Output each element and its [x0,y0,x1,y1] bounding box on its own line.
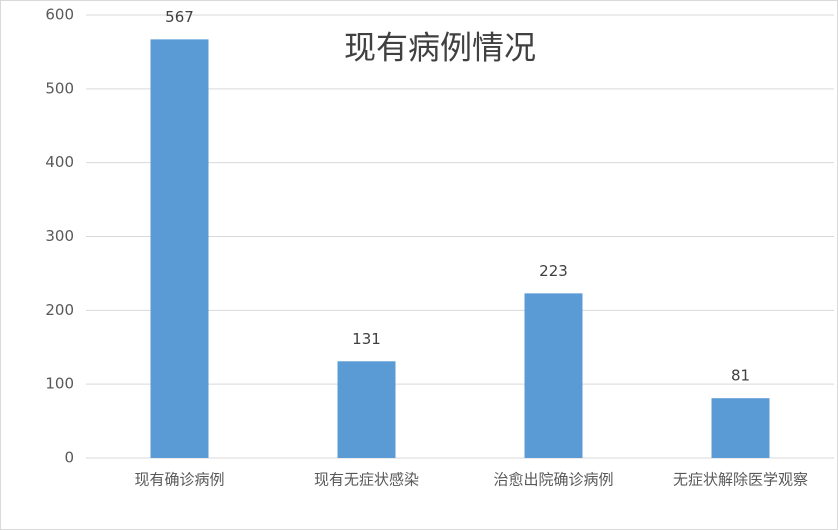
chart-title: 现有病例情况 [344,29,536,67]
y-tick-label: 200 [45,301,74,319]
x-tick-label: 现有无症状感染 [314,471,419,489]
x-tick-label: 无症状解除医学观察 [673,471,808,489]
y-tick-label: 600 [45,6,74,24]
y-tick-label: 500 [45,79,74,97]
y-tick-label: 400 [45,153,74,171]
bar [711,398,770,458]
bar [337,361,396,458]
x-tick-label: 治愈出院确诊病例 [493,471,613,489]
bar [150,39,209,459]
bar [524,293,583,458]
y-tick-label: 0 [64,449,74,467]
data-label: 81 [731,367,750,385]
y-tick-label: 100 [45,375,74,393]
data-label: 131 [352,330,381,348]
data-label: 567 [165,8,194,26]
y-tick-label: 300 [45,227,74,245]
data-label: 223 [539,262,568,280]
x-tick-label: 现有确诊病例 [134,471,224,489]
